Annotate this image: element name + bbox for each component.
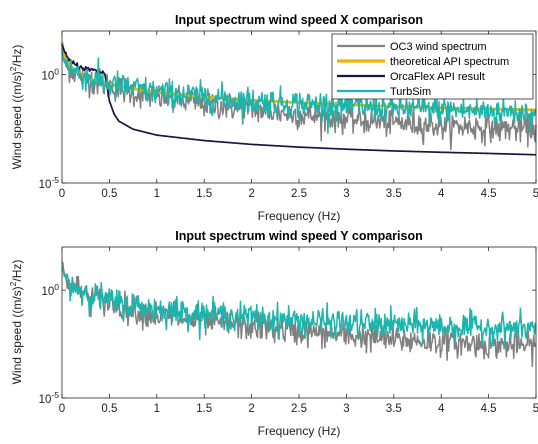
y-axis-label-end: /Hz): [10, 260, 24, 282]
x-tick-label: 3: [343, 403, 349, 415]
series-line-oc3: [61, 52, 537, 151]
legend: OC3 wind spectrum theoretical API spectr…: [331, 33, 534, 100]
series-line-orcaflex: [61, 44, 537, 156]
y-tick-exp: -5: [51, 175, 59, 185]
x-tick-label: 4.5: [481, 403, 497, 415]
x-tick-label: 1.5: [196, 403, 212, 415]
x-tick-label: 0: [59, 403, 65, 415]
x-tick-label: 2: [248, 188, 254, 200]
series-line-turbsim: [61, 49, 537, 134]
y-tick-base: 10: [41, 286, 54, 298]
y-tick-exp: -5: [51, 390, 59, 400]
x-tick-label: 5: [533, 188, 538, 200]
series-line-turbsim: [61, 267, 537, 347]
series-line-oc3: [61, 261, 537, 368]
legend-box: [331, 33, 534, 100]
x-axis-label: Frequency (Hz): [258, 424, 341, 438]
x-tick-label: 3.5: [386, 403, 402, 415]
x-tick-label: 0.5: [101, 403, 117, 415]
y-axis-label-main: Wind speed ((m/s): [10, 286, 24, 384]
y-tick-base: 10: [39, 394, 52, 406]
x-tick-label: 2.5: [291, 188, 307, 200]
y-axis-label-end: /Hz): [10, 45, 24, 67]
y-axis-label-main: Wind speed ((m/s): [10, 71, 24, 169]
y-tick-label: 10-5: [39, 175, 60, 191]
series-group: [61, 261, 537, 368]
x-tick-label: 4.5: [481, 188, 497, 200]
x-tick-label: 0.5: [101, 188, 117, 200]
x-tick-label: 1: [154, 403, 160, 415]
chart-x-comparison: Input spectrum wind speed X comparison 0…: [8, 13, 538, 223]
series-group: [60, 42, 537, 156]
legend-label-oc3: OC3 wind spectrum: [390, 41, 487, 53]
x-tick-label: 2: [248, 403, 254, 415]
x-tick-label: 1.5: [196, 188, 212, 200]
y-tick-base: 10: [41, 70, 54, 82]
x-tick-label: 3: [343, 188, 349, 200]
legend-label-turbsim: TurbSim: [390, 86, 431, 98]
legend-label-orcaflex: OrcaFlex API result: [390, 71, 485, 83]
chart-title: Input spectrum wind speed Y comparison: [175, 229, 423, 243]
y-axis-label: Wind speed ((m/s)2/Hz): [8, 45, 24, 170]
y-axis-label-sup: 2: [8, 66, 18, 71]
y-tick-label: 100: [41, 66, 59, 82]
x-tick-label: 4: [438, 188, 445, 200]
y-axis-label-sup: 2: [8, 281, 18, 286]
x-tick-label: 4: [438, 403, 445, 415]
x-tick-label: 5: [533, 403, 538, 415]
x-tick-label: 1: [154, 188, 160, 200]
x-tick-label: 3.5: [386, 188, 402, 200]
chart-y-comparison: Input spectrum wind speed Y comparison 0…: [8, 229, 538, 438]
y-tick-label: 10-5: [39, 390, 60, 406]
y-tick-exp: 0: [54, 66, 59, 76]
x-tick-label: 2.5: [291, 403, 307, 415]
legend-label-api-theory: theoretical API spectrum: [390, 56, 509, 68]
x-axis-label: Frequency (Hz): [258, 209, 341, 223]
y-axis-label: Wind speed ((m/s)2/Hz): [8, 260, 24, 385]
y-tick-label: 100: [41, 282, 59, 298]
chart-title: Input spectrum wind speed X comparison: [175, 13, 423, 27]
x-tick-label: 0: [59, 188, 65, 200]
y-tick-exp: 0: [54, 282, 59, 292]
y-tick-base: 10: [39, 179, 52, 191]
